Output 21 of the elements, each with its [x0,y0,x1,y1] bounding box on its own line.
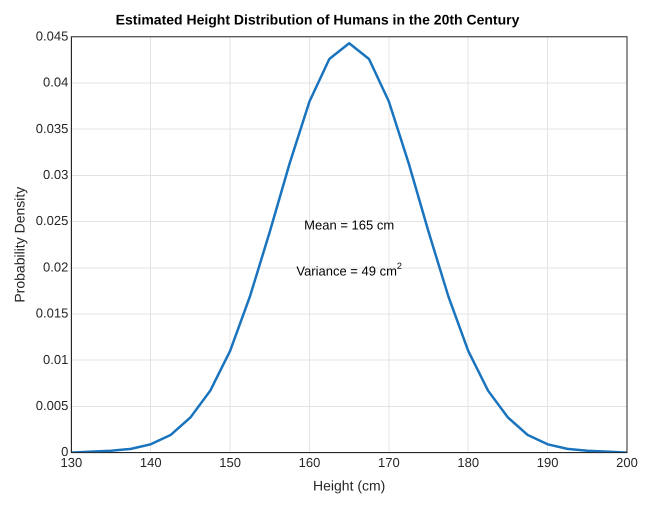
y-tick-label: 0 [61,444,68,460]
x-tick-label: 170 [378,454,400,470]
x-tick-label: 180 [457,454,480,470]
x-tick-label: 150 [219,454,241,470]
y-axis-title: Probability Density [11,186,28,303]
x-tick-label: 190 [536,454,558,470]
y-tick-label: 0.025 [36,213,68,228]
y-tick-label: 0.03 [43,166,68,182]
y-tick-label: 0.005 [36,398,68,413]
annotation: Mean = 165 cm [304,218,394,233]
y-tick-label: 0.035 [36,120,68,136]
x-axis-title: Height (cm) [312,477,386,494]
y-tick-label: 0.01 [43,352,68,367]
x-tick-label: 140 [140,454,162,470]
y-tick-label: 0.045 [36,28,68,44]
y-tick-label: 0.04 [43,74,68,90]
x-tick-label: 200 [616,454,638,470]
x-tick-label: 160 [298,454,320,470]
chart-title: Estimated Height Distribution of Humans in the 20th Century [116,11,520,28]
y-tick-label: 0.02 [43,259,68,274]
y-tick-label: 0.015 [36,306,68,321]
